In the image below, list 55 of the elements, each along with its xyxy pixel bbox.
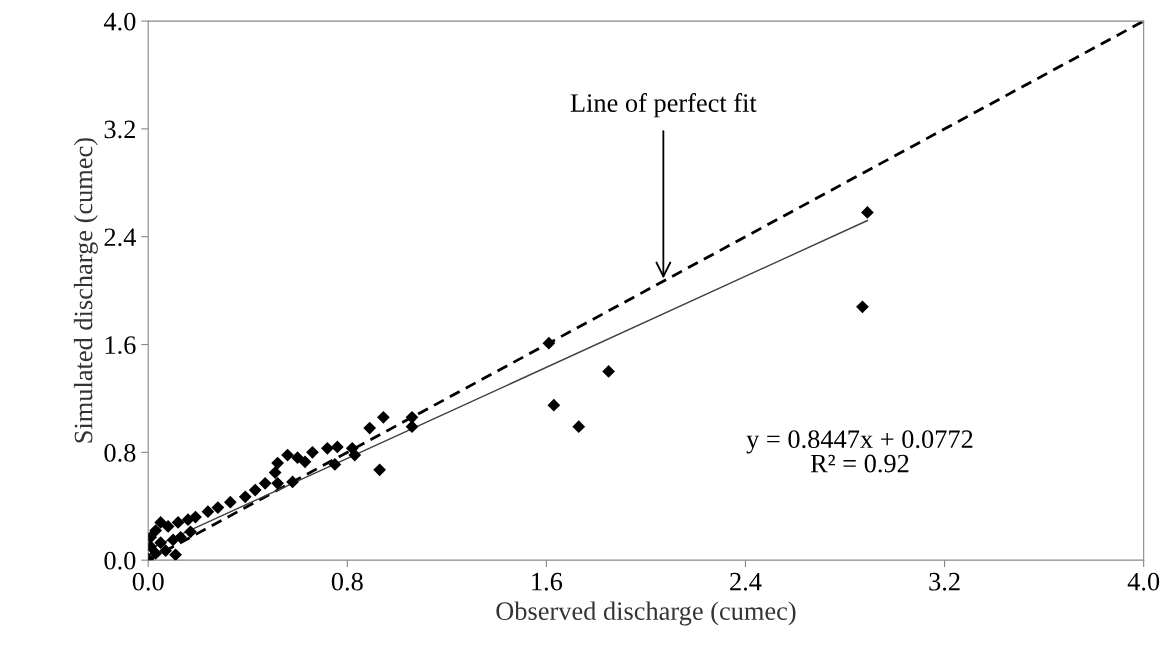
point	[248, 483, 262, 497]
point	[181, 513, 195, 527]
point	[602, 365, 615, 378]
point	[377, 410, 390, 424]
point	[328, 458, 342, 471]
point	[547, 398, 561, 412]
point	[306, 445, 319, 459]
point	[149, 524, 163, 537]
point	[363, 421, 377, 435]
y-tick-label: 4.0	[103, 12, 136, 31]
point	[348, 448, 362, 462]
point	[169, 548, 182, 561]
point	[291, 451, 304, 465]
annotation: Line of perfect fit	[570, 93, 757, 118]
y-tick-label: 0.0	[104, 551, 136, 570]
point	[330, 440, 344, 454]
x-tick-label: 4.0	[1127, 572, 1160, 591]
x-tick-label: 0.8	[331, 572, 363, 591]
point	[268, 466, 282, 479]
point	[211, 501, 225, 514]
point	[149, 547, 163, 560]
x-axis-title: Observed discharge (cumec)	[496, 601, 796, 626]
annotation: R² = 0.92	[810, 454, 909, 473]
point	[258, 476, 272, 490]
x-tick-label: 3.2	[929, 572, 960, 591]
point	[223, 495, 237, 509]
x-tick-label: 2.4	[730, 572, 762, 591]
point	[298, 455, 312, 469]
point	[161, 520, 175, 533]
point	[271, 476, 284, 490]
x-tick-label: 0.0	[132, 572, 164, 591]
point	[373, 463, 387, 477]
y-tick-label: 3.2	[104, 120, 135, 139]
y-tick-label: 0.8	[104, 443, 136, 462]
point	[572, 420, 586, 434]
y-tick-label: 1.6	[105, 336, 136, 355]
point	[271, 456, 284, 470]
y-tick-label: 2.4	[104, 228, 136, 247]
point	[154, 516, 168, 529]
point	[154, 536, 168, 549]
point	[159, 544, 172, 558]
point	[542, 336, 556, 350]
x-tick-label: 1.6	[532, 572, 563, 591]
point	[861, 206, 874, 219]
y-axis-title: Simulated discharge (cumec)	[73, 138, 98, 443]
point	[238, 490, 252, 504]
point	[405, 420, 419, 434]
point	[201, 505, 215, 518]
point	[184, 525, 197, 539]
point	[321, 441, 334, 455]
point	[171, 516, 185, 529]
point	[166, 533, 180, 547]
point	[405, 410, 419, 424]
annotation: y = 0.8447x + 0.0772	[746, 430, 973, 454]
point	[856, 300, 869, 314]
